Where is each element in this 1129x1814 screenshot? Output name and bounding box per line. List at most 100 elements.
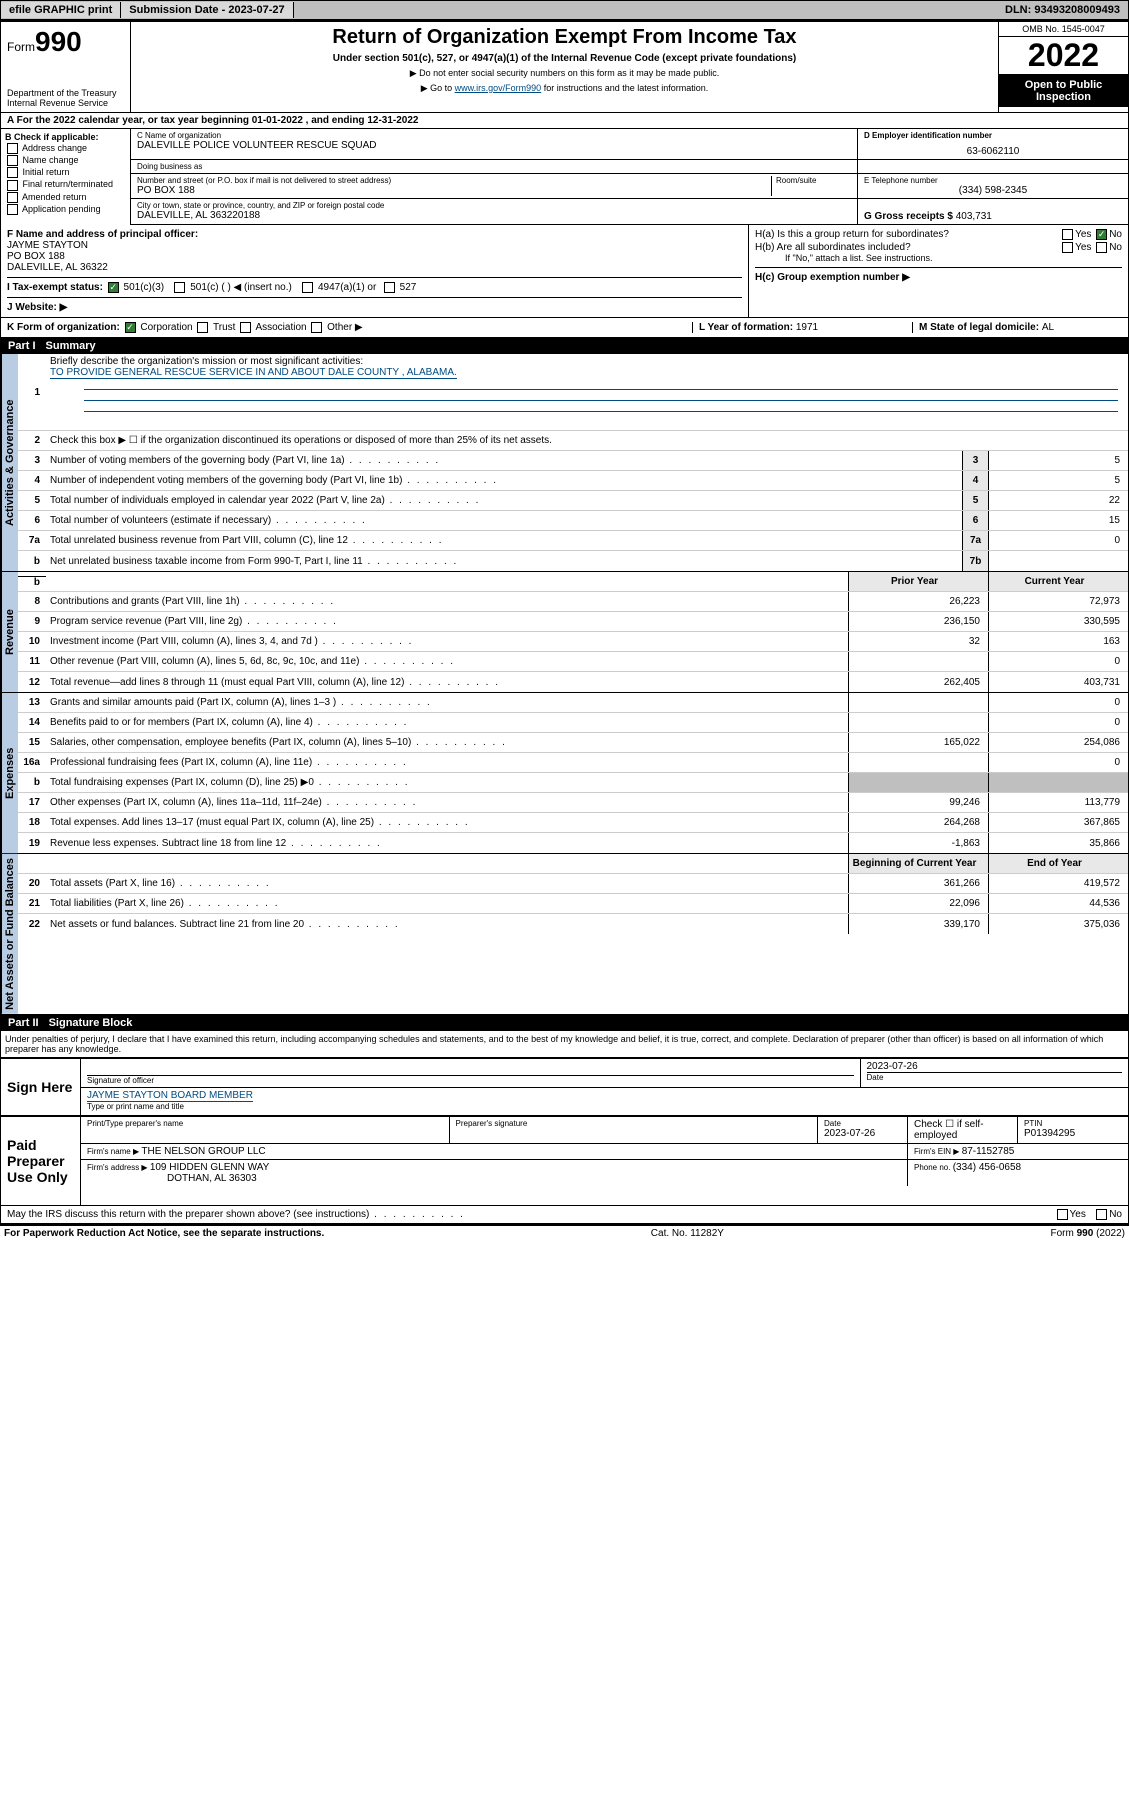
- opt-527: 527: [400, 282, 417, 293]
- part2-header: Part II Signature Block: [0, 1015, 1129, 1031]
- row-text: Total unrelated business revenue from Pa…: [46, 533, 962, 548]
- summary-row: 22Net assets or fund balances. Subtract …: [18, 914, 1128, 934]
- goto-post: for instructions and the latest informat…: [544, 83, 709, 93]
- row-prior: [848, 773, 988, 792]
- row-prior: -1,863: [848, 833, 988, 853]
- q2-text: Check this box ▶ ☐ if the organization d…: [46, 433, 1128, 448]
- form-title: Return of Organization Exempt From Incom…: [141, 26, 988, 49]
- room-label: Room/suite: [776, 176, 851, 185]
- irs-link[interactable]: www.irs.gov/Form990: [455, 83, 542, 93]
- ptin-label: PTIN: [1024, 1119, 1122, 1128]
- row-prior: 99,246: [848, 793, 988, 812]
- discuss-row: May the IRS discuss this return with the…: [0, 1206, 1129, 1224]
- row-text: Total number of volunteers (estimate if …: [46, 513, 962, 528]
- ha-yes[interactable]: [1062, 229, 1073, 240]
- colb-item-label: Initial return: [23, 167, 70, 177]
- org-name-label: C Name of organization: [137, 131, 851, 140]
- colb-checkbox[interactable]: [7, 180, 18, 191]
- footer-right: Form 990 (2022): [1051, 1228, 1125, 1239]
- firm-phone-value: (334) 456-0658: [953, 1162, 1021, 1173]
- row-text: Total assets (Part X, line 16): [46, 876, 848, 891]
- officer-addr2: DALEVILLE, AL 36322: [7, 262, 742, 273]
- ha-no[interactable]: ✓: [1096, 229, 1107, 240]
- addr-label: Number and street (or P.O. box if mail i…: [137, 176, 771, 185]
- other-checkbox[interactable]: [311, 322, 322, 333]
- part1-header: Part I Summary: [0, 338, 1129, 354]
- part1-num: Part I: [8, 340, 36, 352]
- line-m-label: M State of legal domicile:: [919, 322, 1042, 333]
- submission-date-button[interactable]: Submission Date - 2023-07-27: [121, 2, 293, 18]
- row-prior: 236,150: [848, 612, 988, 631]
- submission-date-value: 2023-07-27: [228, 4, 284, 16]
- self-employed: Check ☐ if self-employed: [908, 1117, 1018, 1143]
- org-name: DALEVILLE POLICE VOLUNTEER RESCUE SQUAD: [137, 140, 851, 151]
- sign-here-label: Sign Here: [1, 1059, 81, 1115]
- row-current: 419,572: [988, 874, 1128, 893]
- discuss-yes-lbl: Yes: [1070, 1209, 1086, 1220]
- row-value: 5: [988, 451, 1128, 470]
- row-text: Program service revenue (Part VIII, line…: [46, 614, 848, 629]
- row-text: Grants and similar amounts paid (Part IX…: [46, 695, 848, 710]
- form-header: Form990 Department of the Treasury Inter…: [0, 20, 1129, 113]
- row-current: 375,036: [988, 914, 1128, 934]
- 501c-checkbox[interactable]: [174, 282, 185, 293]
- top-toolbar: efile GRAPHIC print Submission Date - 20…: [0, 0, 1129, 20]
- hb-label: H(b) Are all subordinates included?: [755, 242, 1060, 253]
- form-num: 990: [35, 26, 82, 57]
- summary-row: 21Total liabilities (Part X, line 26)22,…: [18, 894, 1128, 914]
- gross-receipts-label: G Gross receipts $: [864, 211, 956, 222]
- row-value: [988, 551, 1128, 571]
- part2-title: Signature Block: [49, 1017, 133, 1029]
- corp-checkbox[interactable]: ✓: [125, 322, 136, 333]
- dln-value: 93493208009493: [1034, 4, 1120, 16]
- firm-addr-value: 109 HIDDEN GLENN WAY: [150, 1162, 269, 1173]
- opt-4947: 4947(a)(1) or: [318, 282, 376, 293]
- submission-date-label: Submission Date -: [129, 4, 228, 16]
- colb-checkbox[interactable]: [7, 192, 18, 203]
- firm-phone-label: Phone no.: [914, 1163, 953, 1172]
- colb-checkbox[interactable]: [7, 167, 18, 178]
- discuss-no[interactable]: [1096, 1209, 1107, 1220]
- row-prior: [848, 713, 988, 732]
- dba-label: Doing business as: [137, 162, 851, 171]
- row-prior: 26,223: [848, 592, 988, 611]
- tab-revenue: Revenue: [1, 572, 18, 692]
- 4947-checkbox[interactable]: [302, 282, 313, 293]
- 527-checkbox[interactable]: [384, 282, 395, 293]
- q1-label: Briefly describe the organization's miss…: [50, 356, 363, 367]
- assoc-checkbox[interactable]: [240, 322, 251, 333]
- summary-row: 6Total number of volunteers (estimate if…: [18, 511, 1128, 531]
- colb-checkbox[interactable]: [7, 155, 18, 166]
- summary-row: 18Total expenses. Add lines 13–17 (must …: [18, 813, 1128, 833]
- line-m-value: AL: [1042, 322, 1054, 333]
- colb-item-label: Application pending: [22, 204, 101, 214]
- officer-label: F Name and address of principal officer:: [7, 229, 198, 240]
- discuss-yes[interactable]: [1057, 1209, 1068, 1220]
- col-prior: Prior Year: [848, 572, 988, 591]
- row-text: Total liabilities (Part X, line 26): [46, 896, 848, 911]
- row-prior: 262,405: [848, 672, 988, 692]
- prep-date-value: 2023-07-26: [824, 1128, 901, 1139]
- row-value: 22: [988, 491, 1128, 510]
- row-value: 0: [988, 531, 1128, 550]
- ein-value: 63-6062110: [864, 146, 1122, 157]
- row-prior: 32: [848, 632, 988, 651]
- summary-row: bNet unrelated business taxable income f…: [18, 551, 1128, 571]
- hb-yes[interactable]: [1062, 242, 1073, 253]
- efile-print-button[interactable]: efile GRAPHIC print: [1, 2, 121, 18]
- 501c3-checkbox[interactable]: ✓: [108, 282, 119, 293]
- colb-checkbox[interactable]: [7, 143, 18, 154]
- tax-year: 2022: [999, 37, 1128, 75]
- trust-checkbox[interactable]: [197, 322, 208, 333]
- summary-row: 17Other expenses (Part IX, column (A), l…: [18, 793, 1128, 813]
- col-current: Current Year: [988, 572, 1128, 591]
- colb-item-label: Amended return: [22, 192, 87, 202]
- hc-label: H(c) Group exemption number ▶: [755, 272, 910, 283]
- summary-row: 20Total assets (Part X, line 16)361,2664…: [18, 874, 1128, 894]
- hb-no[interactable]: [1096, 242, 1107, 253]
- dept-treasury: Department of the Treasury Internal Reve…: [7, 88, 124, 108]
- row-current: 0: [988, 693, 1128, 712]
- ein-label: D Employer identification number: [864, 131, 992, 140]
- colb-checkbox[interactable]: [7, 204, 18, 215]
- gross-receipts-value: 403,731: [956, 211, 992, 222]
